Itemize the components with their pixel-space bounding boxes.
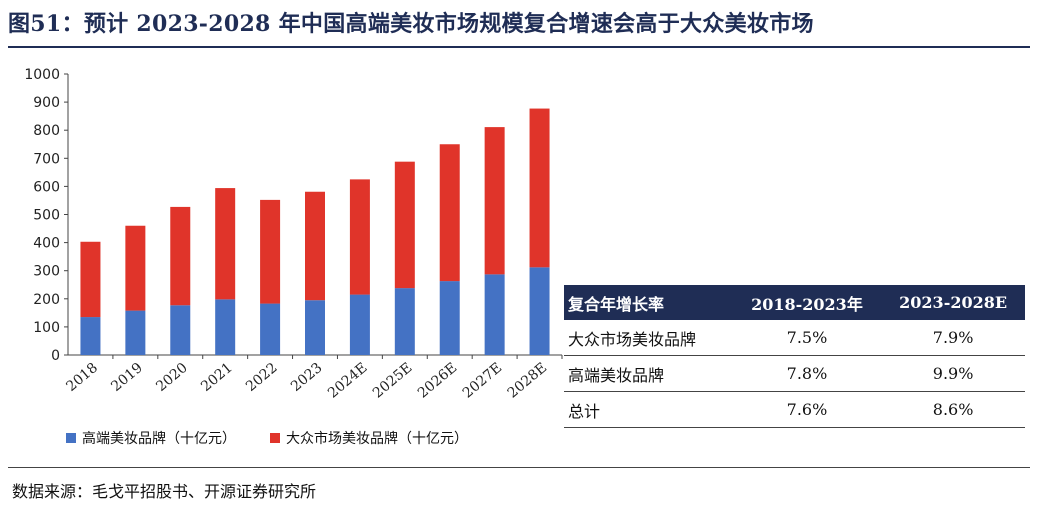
title-divider <box>8 46 1030 48</box>
table-row: 大众市场美妆品牌 7.5% 7.9% <box>564 320 1025 356</box>
y-tick-label: 300 <box>33 264 60 280</box>
y-tick-label: 200 <box>33 292 60 308</box>
legend-item-premium: 高端美妆品牌（十亿元） <box>66 428 236 448</box>
x-tick-label: 2022 <box>243 360 281 395</box>
legend-label-premium: 高端美妆品牌（十亿元） <box>82 431 236 447</box>
x-tick-label: 2020 <box>153 360 191 395</box>
bar-premium <box>215 299 236 355</box>
y-tick-label: 400 <box>33 236 60 252</box>
bar-premium <box>484 274 505 355</box>
table-header-row: 复合年增长率 2018-2023年 2023-2028E <box>564 285 1025 320</box>
y-tick-label: 800 <box>33 123 60 139</box>
table-cell: 7.6% <box>732 391 882 428</box>
table-cell: 大众市场美妆品牌 <box>564 320 733 356</box>
bar-mass <box>80 241 101 318</box>
bar-premium <box>305 300 325 355</box>
source-divider <box>8 467 1030 468</box>
y-tick-label: 1000 <box>24 67 60 83</box>
table-row: 总计 7.6% 8.6% <box>564 391 1025 428</box>
y-tick-label: 900 <box>33 95 60 111</box>
x-tick-label: 2025E <box>370 360 415 402</box>
bar-premium <box>125 310 146 355</box>
x-tick-label: 2028E <box>505 360 550 402</box>
plot-area: 0 100 200 300 400 500 600 700 800 900 1000 2018 2019… <box>24 67 563 402</box>
y-tick-label: 0 <box>51 348 60 364</box>
table-row: 高端美妆品牌 7.8% 9.9% <box>564 355 1025 392</box>
bar-mass <box>394 161 415 289</box>
bar-premium <box>80 317 101 355</box>
y-tick-label: 500 <box>33 208 60 224</box>
x-tick-label: 2027E <box>460 360 505 402</box>
table-cell: 7.8% <box>732 355 882 392</box>
bar-premium <box>170 305 191 355</box>
x-tick-label: 2021 <box>198 360 236 395</box>
x-tick-label: 2018 <box>63 360 101 395</box>
bar-mass <box>170 206 191 306</box>
table-cell: 高端美妆品牌 <box>564 355 733 392</box>
table-cell: 9.9% <box>881 355 1025 392</box>
legend-swatch-mass <box>270 433 280 443</box>
legend-swatch-premium <box>66 433 76 443</box>
bar-premium <box>394 288 415 355</box>
bar-premium <box>439 281 460 355</box>
bar-mass <box>439 144 460 282</box>
stacked-bar-chart: 0 100 200 300 400 500 600 700 800 900 1000 2018 2019… <box>24 67 563 402</box>
y-tick-label: 100 <box>33 320 60 336</box>
legend-label-mass: 大众市场美妆品牌（十亿元） <box>286 431 468 447</box>
y-tick-label: 600 <box>33 179 60 195</box>
bar-mass <box>529 108 550 268</box>
figure-title: 图51：预计 2023-2028 年中国高端美妆市场规模复合增速会高于大众美妆市… <box>8 11 814 37</box>
bar-premium <box>349 294 370 355</box>
bar-premium <box>529 267 550 355</box>
source-note: 数据来源：毛戈平招股书、开源证券研究所 <box>12 482 317 501</box>
x-tick-label: 2023 <box>288 360 326 395</box>
bar-mass <box>125 225 146 311</box>
bar-premium <box>260 303 281 355</box>
x-tick-label: 2026E <box>415 360 460 402</box>
bar-mass <box>260 199 281 304</box>
table-header-metric: 复合年增长率 <box>564 285 733 320</box>
bar-mass <box>305 191 325 301</box>
chart-legend: 高端美妆品牌（十亿元） 大众市场美妆品牌（十亿元） <box>66 428 502 448</box>
table-cell: 7.5% <box>732 320 882 356</box>
cagr-table: 复合年增长率 2018-2023年 2023-2028E 大众市场美妆品牌 7.… <box>564 285 1025 428</box>
x-tick-label: 2024E <box>325 360 370 402</box>
table-cell: 8.6% <box>881 391 1025 428</box>
y-tick-label: 700 <box>33 151 60 167</box>
table-cell: 总计 <box>564 391 733 428</box>
bar-mass <box>484 127 505 275</box>
x-tick-label: 2019 <box>108 360 146 395</box>
bar-mass <box>349 179 370 295</box>
table-cell: 7.9% <box>881 320 1025 356</box>
legend-item-mass: 大众市场美妆品牌（十亿元） <box>270 428 468 448</box>
bar-mass <box>215 188 236 300</box>
table-header-period-1: 2018-2023年 <box>732 285 882 320</box>
table-header-period-2: 2023-2028E <box>881 285 1025 320</box>
